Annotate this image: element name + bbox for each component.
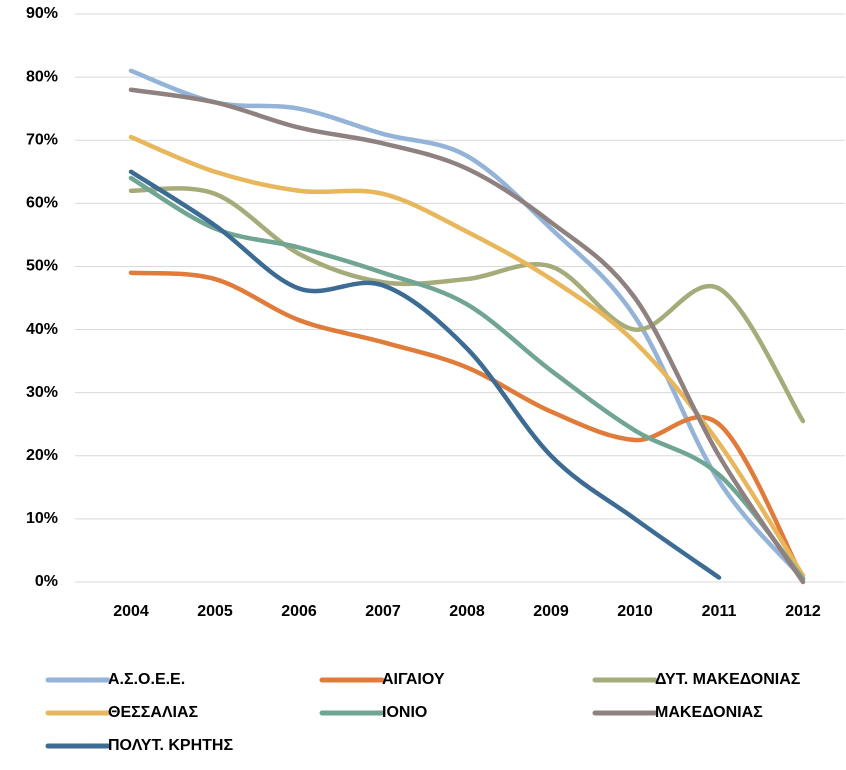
series-line — [128, 270, 806, 582]
legend-label: ΑΙΓΑΙΟΥ — [382, 671, 445, 688]
x-tick-label: 2010 — [617, 603, 653, 620]
y-tick-label: 80% — [26, 68, 58, 85]
y-tick-label: 60% — [26, 195, 58, 212]
x-tick-label: 2011 — [702, 603, 737, 620]
series-line — [128, 169, 722, 580]
x-tick-label: 2007 — [365, 603, 401, 620]
y-tick-label: 10% — [26, 510, 58, 527]
x-tick-label: 2009 — [533, 603, 569, 620]
legend-label: ΙΟΝΙΟ — [382, 704, 427, 721]
x-tick-label: 2012 — [785, 603, 821, 620]
series-line — [128, 87, 806, 585]
y-tick-label: 40% — [26, 321, 58, 338]
y-tick-label: 0% — [35, 573, 58, 590]
legend-label: ΘΕΣΣΑΛΙΑΣ — [108, 704, 199, 721]
y-tick-label: 20% — [26, 447, 58, 464]
legend-label: ΜΑΚΕΔΟΝΙΑΣ — [655, 704, 763, 721]
y-tick-label: 30% — [26, 384, 58, 401]
x-tick-label: 2005 — [197, 603, 233, 620]
y-tick-label: 70% — [26, 131, 58, 148]
x-tick-label: 2008 — [449, 603, 485, 620]
x-tick-label: 2004 — [113, 603, 149, 620]
y-tick-label: 90% — [26, 5, 58, 22]
y-tick-label: 50% — [26, 258, 58, 275]
legend-label: Α.Σ.Ο.Ε.Ε. — [108, 671, 185, 688]
series-line — [128, 68, 806, 582]
series-line — [128, 134, 806, 578]
legend-label: ΔΥΤ. ΜΑΚΕΔΟΝΙΑΣ — [655, 671, 801, 688]
x-tick-label: 2006 — [281, 603, 317, 620]
series-line — [128, 175, 806, 582]
legend-label: ΠΟΛΥΤ. ΚΡΗΤΗΣ — [108, 737, 233, 754]
series-line — [128, 186, 806, 424]
